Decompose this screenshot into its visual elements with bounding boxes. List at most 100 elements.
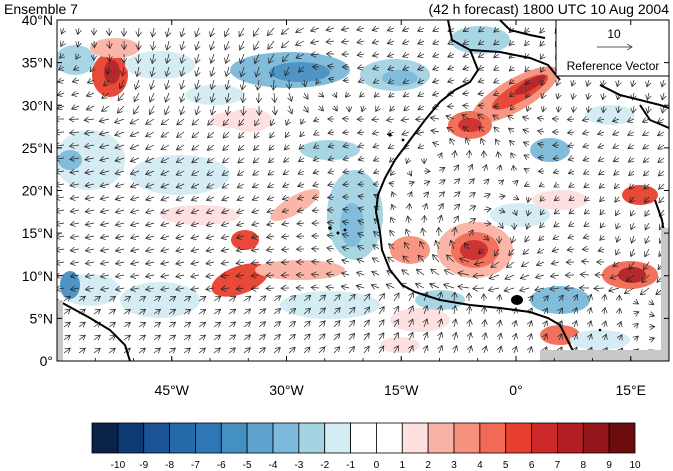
wind-vector <box>540 54 544 59</box>
wind-vector <box>567 119 575 120</box>
wind-vector <box>584 184 589 188</box>
wind-vector <box>569 184 574 187</box>
wind-vector <box>168 322 176 327</box>
ensemble-title: Ensemble 7 <box>4 1 78 17</box>
wind-vector <box>191 249 200 251</box>
wind-vector <box>131 249 140 251</box>
wind-vector <box>454 319 456 328</box>
wind-vector <box>300 132 304 137</box>
wind-vector <box>539 236 544 241</box>
wind-vector <box>57 288 65 290</box>
wind-vector <box>542 93 544 99</box>
wind-vector <box>453 192 460 198</box>
wind-vector <box>597 119 605 121</box>
wind-vector <box>161 171 170 175</box>
wind-vector <box>211 53 214 63</box>
wind-vector <box>70 223 80 225</box>
wind-vector <box>122 66 124 76</box>
wind-vector <box>61 27 64 34</box>
wind-vector <box>631 248 634 257</box>
wind-vector <box>57 223 65 225</box>
wind-vector <box>282 236 290 237</box>
wind-vector <box>618 105 619 113</box>
wind-vector <box>85 210 95 212</box>
wind-vector <box>57 106 65 109</box>
wind-vector <box>358 80 365 82</box>
lat-label: 5°N <box>30 310 54 326</box>
wind-vector <box>207 158 215 163</box>
colorbar-swatch <box>582 422 610 454</box>
wind-vector <box>568 236 575 238</box>
wind-vector <box>582 119 590 121</box>
wind-vector <box>70 288 80 290</box>
wind-vector <box>499 223 503 228</box>
wind-vector <box>273 347 280 354</box>
wind-vector <box>438 192 445 197</box>
wind-vector <box>409 204 410 211</box>
wind-vector <box>484 346 486 354</box>
wind-vector <box>373 145 380 148</box>
wind-vector <box>318 321 325 328</box>
wind-vector <box>379 320 384 328</box>
wind-vector <box>72 106 80 109</box>
wind-vector <box>552 249 560 252</box>
wind-vector <box>387 41 395 44</box>
wind-vector <box>146 275 155 277</box>
wind-vector <box>343 80 350 81</box>
wind-vector <box>478 67 485 70</box>
wind-vector <box>130 158 140 162</box>
wind-vector <box>57 249 65 251</box>
wind-vector <box>372 54 380 56</box>
wind-vector <box>153 40 155 50</box>
wind-vector <box>510 93 514 97</box>
wind-vector <box>78 27 79 35</box>
wind-vector <box>327 223 335 224</box>
wind-vector <box>123 296 131 301</box>
wind-vector <box>146 132 155 137</box>
wind-vector <box>267 210 275 212</box>
wind-vector <box>357 272 365 275</box>
wind-vector <box>584 197 589 201</box>
wind-vector <box>558 105 559 112</box>
wind-vector <box>394 346 398 354</box>
wind-vector <box>243 348 250 354</box>
wind-vector <box>316 80 319 84</box>
wind-vector <box>273 335 280 341</box>
wind-vector <box>213 348 220 353</box>
wind-vector <box>509 128 515 132</box>
wind-vector <box>348 307 355 315</box>
wind-vector <box>274 92 275 103</box>
wind-vector <box>296 41 305 45</box>
wind-vector <box>252 236 260 238</box>
wind-vector <box>181 105 184 115</box>
wind-vector <box>376 106 379 111</box>
wind-vector <box>208 131 215 138</box>
wind-vector <box>221 262 230 264</box>
wind-vector <box>422 228 424 237</box>
wind-vector <box>424 332 427 341</box>
wind-vector <box>269 145 274 150</box>
wind-vector <box>550 275 560 277</box>
wind-vector <box>525 235 529 242</box>
wind-vector <box>343 158 350 160</box>
wind-vector <box>550 288 560 289</box>
wind-vector <box>58 67 65 70</box>
wind-vector <box>498 152 499 159</box>
wind-vector <box>617 79 619 87</box>
colorbar-label: 7 <box>555 460 561 471</box>
wind-vector <box>406 158 409 164</box>
wind-vector <box>288 334 295 341</box>
wind-vector <box>161 197 170 200</box>
wind-vector <box>198 309 206 314</box>
wind-vector <box>357 54 365 55</box>
wind-vector <box>406 229 409 237</box>
wind-vector <box>314 119 319 121</box>
wind-vector <box>176 197 185 200</box>
wind-vector <box>634 323 638 327</box>
wind-vector <box>284 145 289 150</box>
wind-vector <box>613 145 620 148</box>
wind-vector <box>573 105 574 112</box>
wind-vector <box>416 283 425 288</box>
wind-vector <box>138 296 146 301</box>
wind-vector <box>153 348 160 353</box>
